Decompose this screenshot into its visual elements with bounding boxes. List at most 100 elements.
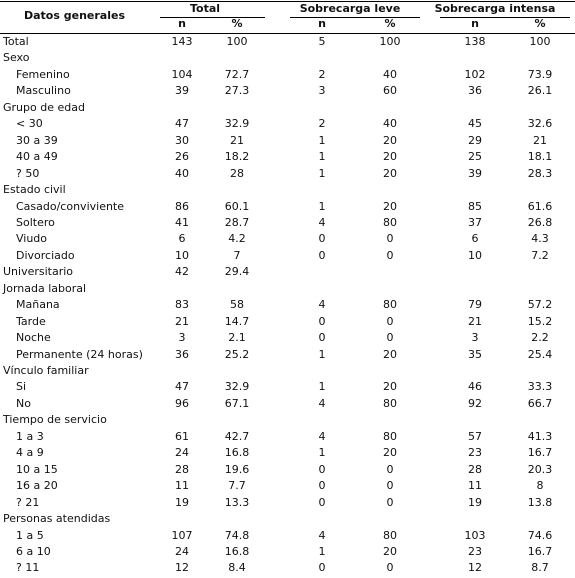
cell: 20	[383, 446, 397, 460]
row-label: ? 50	[16, 166, 40, 180]
cell: 0	[318, 232, 326, 246]
cell: 20.3	[527, 462, 553, 476]
cell: 27.3	[224, 84, 250, 98]
cell: 103	[464, 528, 486, 542]
cell: 107	[171, 528, 193, 542]
cell: 60.1	[224, 199, 250, 213]
cell: 57	[468, 429, 482, 443]
row-label: 16 a 20	[16, 479, 58, 493]
row-label: Femenino	[16, 67, 70, 81]
cell: 32.9	[224, 380, 250, 394]
subheader: %	[231, 17, 243, 30]
cell: 11	[175, 479, 189, 493]
group-rule	[440, 17, 570, 18]
cell: 12	[468, 561, 482, 575]
subheader: n	[471, 17, 479, 30]
cell: 20	[383, 150, 397, 164]
section-title: Estado civil	[3, 183, 66, 197]
cell: 1	[318, 150, 326, 164]
cell: 47	[175, 117, 189, 131]
cell: 0	[318, 314, 326, 328]
cell: 0	[386, 479, 394, 493]
cell: 2.2	[531, 331, 549, 345]
row-label: ? 21	[16, 495, 40, 509]
cell: 0	[386, 232, 394, 246]
cell: 41	[175, 215, 189, 229]
row-label: Divorciado	[16, 248, 75, 262]
cell: 100	[226, 35, 248, 48]
cell: 28	[230, 166, 244, 180]
cell: 41.3	[527, 429, 553, 443]
cell: 2	[318, 67, 326, 81]
cell: 4	[318, 396, 326, 410]
cell: 18.2	[224, 150, 250, 164]
cell: 100	[379, 35, 401, 48]
cell: 6	[471, 232, 479, 246]
cell: 40	[383, 117, 397, 131]
cell: 58	[230, 298, 244, 312]
cell: 23	[468, 544, 482, 558]
cell: 1	[318, 380, 326, 394]
cell: 61.6	[527, 199, 553, 213]
cell: 20	[383, 380, 397, 394]
cell: 32.6	[527, 117, 553, 131]
cell: 21	[468, 314, 482, 328]
cell: 1	[318, 166, 326, 180]
cell: 26.8	[527, 215, 553, 229]
cell: 60	[383, 84, 397, 98]
section-title: Grupo de edad	[3, 100, 85, 114]
cell: 1	[318, 347, 326, 361]
cell: 0	[318, 462, 326, 476]
row-label: 4 a 9	[16, 446, 44, 460]
cell: 13.8	[527, 495, 553, 509]
cell: 18.1	[527, 150, 553, 164]
cell: 21	[175, 314, 189, 328]
cell: 16.8	[224, 544, 250, 558]
cell: 66.7	[527, 396, 553, 410]
cell: 30	[175, 133, 189, 147]
cell: 4	[318, 429, 326, 443]
cell: 0	[386, 314, 394, 328]
cell: 86	[175, 199, 189, 213]
cell: 0	[318, 331, 326, 345]
cell: 80	[383, 528, 397, 542]
cell: 61	[175, 429, 189, 443]
cell: 80	[383, 298, 397, 312]
header-label: Datos generales	[24, 9, 125, 22]
cell: 100	[529, 35, 551, 48]
cell: 8	[536, 479, 544, 493]
cell: 2.1	[228, 331, 246, 345]
cell: 0	[386, 495, 394, 509]
cell: 37	[468, 215, 482, 229]
subheader: n	[318, 17, 326, 30]
row-label: 1 a 5	[16, 528, 44, 542]
cell: 80	[383, 429, 397, 443]
row-label: 1 a 3	[16, 429, 44, 443]
cell: 20	[383, 199, 397, 213]
subheader: %	[534, 17, 546, 30]
cell: 21	[533, 133, 547, 147]
cell: 1	[318, 446, 326, 460]
cell: 33.3	[527, 380, 553, 394]
row-label: 10 a 15	[16, 462, 58, 476]
group-rule	[290, 17, 420, 18]
cell: 7.2	[531, 248, 549, 262]
cell: 79	[468, 298, 482, 312]
cell: 0	[318, 248, 326, 262]
section-title: Vínculo familiar	[3, 364, 89, 377]
row-label: Si	[16, 380, 27, 394]
cell: 39	[175, 84, 189, 98]
cell: 15.2	[527, 314, 553, 328]
row-label: Viudo	[16, 232, 48, 246]
cell: 6	[178, 232, 186, 246]
cell: 74.6	[527, 528, 553, 542]
cell: 7	[233, 248, 241, 262]
cell: 25.4	[527, 347, 553, 361]
cell: 28.7	[224, 215, 250, 229]
cell: 74.8	[224, 528, 250, 542]
row-label: Masculino	[16, 84, 71, 98]
cell: 47	[175, 380, 189, 394]
cell: 40	[175, 166, 189, 180]
section-title: Personas atendidas	[3, 512, 111, 526]
